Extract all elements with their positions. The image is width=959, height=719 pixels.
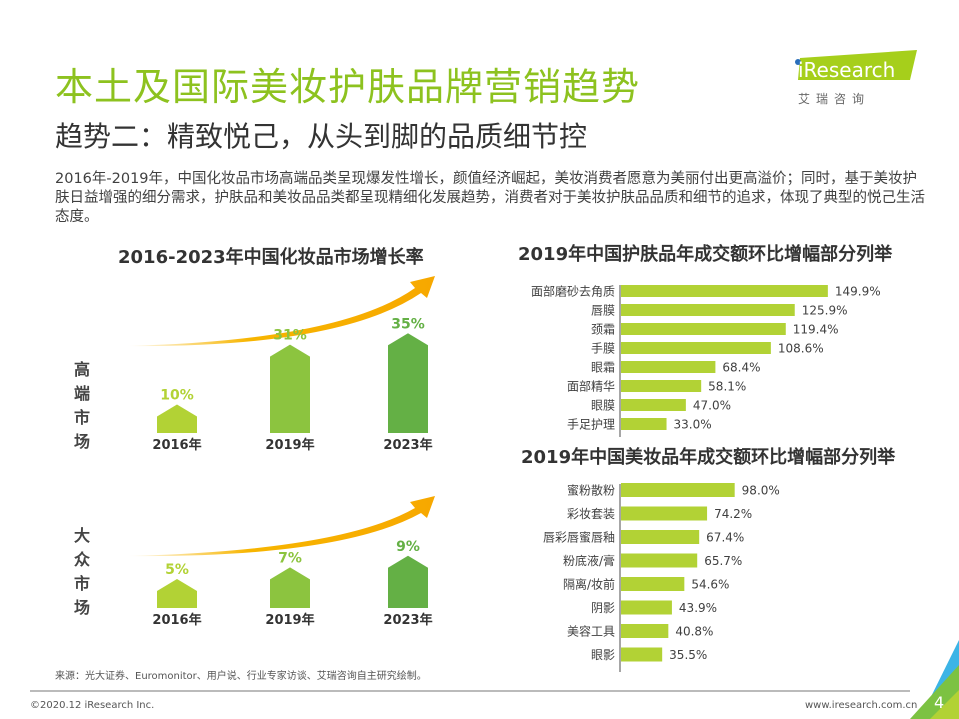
- value-label: 5%: [165, 562, 189, 578]
- bar-skincare-0: [621, 285, 828, 297]
- category-label: 2016年: [152, 612, 201, 628]
- source-note: 来源：光大证券、Euromonitor、用户说、行业专家访谈、艾瑞咨询自主研究绘…: [55, 671, 427, 682]
- category-label: 手足护理: [567, 418, 615, 432]
- chart-title-market-growth: 2016-2023年中国化妆品市场增长率: [118, 247, 424, 268]
- category-label: 唇彩唇蜜唇釉: [543, 530, 615, 545]
- category-label: 2023年: [383, 437, 432, 453]
- value-label: 10%: [160, 388, 194, 404]
- value-label: 149.9%: [835, 285, 881, 299]
- copyright: ©2020.12 iResearch Inc.: [30, 700, 155, 711]
- page-number: 4: [934, 693, 945, 712]
- value-label: 35.5%: [669, 648, 707, 662]
- value-label: 40.8%: [675, 625, 713, 639]
- category-label: 阴影: [591, 601, 615, 615]
- chart-title-makeup: 2019年中国美妆品年成交额环比增幅部分列举: [521, 447, 896, 468]
- value-label: 68.4%: [722, 361, 760, 375]
- category-label: 颈霜: [591, 323, 615, 337]
- value-label: 54.6%: [691, 578, 729, 592]
- value-label: 108.6%: [778, 342, 824, 356]
- category-label: 2019年: [265, 437, 314, 453]
- category-label: 2023年: [383, 612, 432, 628]
- value-label: 119.4%: [793, 323, 839, 337]
- growth-arrow-high-end: [125, 276, 435, 347]
- category-label: 美容工具: [567, 624, 615, 639]
- growth-arrow-mass: [125, 496, 435, 557]
- website-link[interactable]: www.iresearch.com.cn: [805, 700, 918, 711]
- bar-high-2: [388, 333, 428, 433]
- svg-text:iResearch: iResearch: [798, 58, 895, 82]
- value-label: 125.9%: [802, 304, 848, 318]
- value-label: 65.7%: [704, 554, 742, 568]
- bar-makeup-0: [621, 483, 735, 497]
- bar-skincare-7: [621, 418, 667, 430]
- chart-title-skincare: 2019年中国护肤品年成交额环比增幅部分列举: [518, 244, 893, 265]
- category-label: 2016年: [152, 437, 201, 453]
- value-label: 9%: [396, 539, 420, 555]
- value-label: 7%: [278, 550, 302, 566]
- bar-makeup-7: [621, 647, 663, 662]
- panel-label-high-end: 高端市场: [73, 360, 90, 451]
- category-label: 眼膜: [591, 399, 615, 413]
- intro-paragraph: 2016年-2019年，中国化妆品市场高端品类呈现爆发性增长，颜值经济崛起，美妆…: [55, 171, 925, 225]
- value-label: 67.4%: [706, 531, 744, 545]
- bar-makeup-1: [621, 506, 708, 521]
- category-label: 面部精华: [567, 379, 615, 394]
- bar-makeup-4: [621, 577, 685, 591]
- value-label: 98.0%: [742, 484, 780, 498]
- svg-text:艾瑞咨询: 艾瑞咨询: [798, 91, 870, 106]
- bar-mass-2: [388, 555, 428, 608]
- bar-skincare-5: [621, 380, 702, 392]
- category-label: 彩妆套装: [567, 507, 615, 521]
- bar-skincare-1: [621, 304, 795, 316]
- bar-skincare-6: [621, 399, 686, 411]
- bar-mass-0: [157, 579, 197, 608]
- value-label: 74.2%: [714, 507, 752, 521]
- category-label: 手膜: [591, 342, 615, 356]
- category-label: 蜜粉散粉: [567, 483, 615, 498]
- category-label: 面部磨砂去角质: [531, 284, 615, 299]
- value-label: 33.0%: [674, 418, 712, 432]
- category-label: 眼霜: [591, 361, 615, 375]
- value-label: 35%: [391, 316, 425, 332]
- bar-skincare-2: [621, 323, 786, 335]
- bar-makeup-5: [621, 600, 672, 615]
- category-label: 2019年: [265, 612, 314, 628]
- value-label: 47.0%: [693, 399, 731, 413]
- value-label: 31%: [273, 328, 307, 344]
- page-title: 本土及国际美妆护肤品牌营销趋势: [55, 65, 641, 109]
- bar-makeup-3: [621, 553, 698, 568]
- bar-high-1: [270, 344, 310, 433]
- bar-makeup-2: [621, 530, 700, 544]
- value-label: 58.1%: [708, 380, 746, 394]
- category-label: 唇膜: [591, 304, 615, 318]
- bar-high-0: [157, 404, 197, 433]
- page-subtitle: 趋势二：精致悦己，从头到脚的品质细节控: [55, 120, 588, 153]
- panel-label-mass: 大众市场: [73, 526, 90, 617]
- category-label: 粉底液/膏: [563, 553, 615, 568]
- iresearch-logo: iResearch 艾瑞咨询: [792, 50, 922, 110]
- value-label: 43.9%: [679, 601, 717, 615]
- corner-decoration: [910, 640, 959, 719]
- category-label: 隔离/妆前: [563, 577, 615, 592]
- bar-makeup-6: [621, 624, 669, 638]
- category-label: 眼影: [591, 648, 615, 662]
- footer-divider: [30, 690, 910, 692]
- bar-skincare-3: [621, 342, 771, 354]
- bar-skincare-4: [621, 361, 716, 373]
- bar-mass-1: [270, 567, 310, 608]
